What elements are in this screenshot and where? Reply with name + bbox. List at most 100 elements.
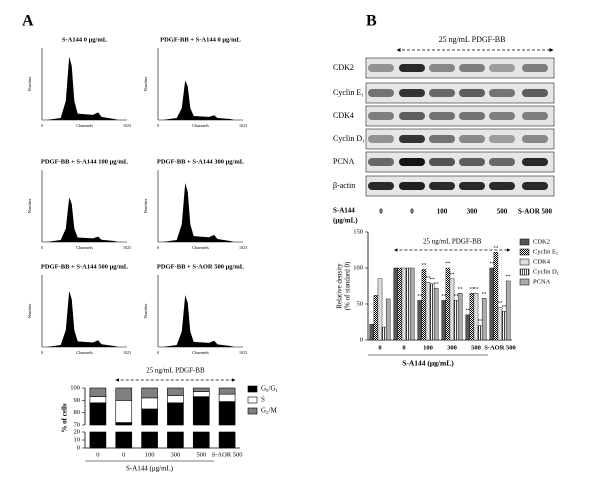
bar — [469, 293, 475, 341]
x-tick-label: 1023 — [239, 350, 247, 355]
legend-swatch — [519, 278, 530, 286]
blot-band — [429, 64, 455, 72]
bar-segment — [115, 387, 133, 401]
blot-band — [399, 135, 425, 143]
significance-label: ** — [458, 287, 464, 292]
blot-band — [522, 158, 548, 166]
significance-label: ** — [445, 262, 451, 267]
panel-label: B — [366, 13, 377, 30]
x-tick-label: 1023 — [239, 123, 247, 128]
blot-band — [399, 89, 425, 97]
bar — [501, 311, 507, 341]
x-tick-label: 500 — [471, 344, 481, 351]
x-tick-label: 0 — [41, 245, 43, 250]
legend-label: G₀/G₁ — [261, 385, 278, 393]
bar-segment — [89, 396, 107, 404]
bar — [457, 293, 463, 341]
legend-label: G₂/M — [261, 407, 277, 415]
bar-segment — [141, 431, 158, 449]
bar-segment — [89, 431, 107, 449]
x-tick-label: S-AOR 500 — [484, 344, 516, 351]
significance-label: ** — [474, 287, 480, 292]
blot-band — [459, 158, 485, 166]
axis-title: Number — [143, 76, 148, 91]
bar-segment — [167, 402, 184, 426]
significance-label: ** — [417, 295, 423, 300]
bar — [465, 314, 471, 341]
blot-band — [399, 64, 425, 72]
blot-band — [429, 158, 455, 166]
axis-title: Number — [27, 198, 32, 213]
histogram-title: PDGF-BB + S-A144 300 μg/mL — [157, 158, 245, 165]
x-tick-label: 0 — [402, 344, 405, 351]
legend-label: Cyclin D₁ — [533, 268, 559, 275]
bar-segment — [141, 397, 158, 410]
histogram-title: PDGF-BB + S-AOR 500 μg/mL — [157, 263, 245, 270]
x-tick-label: 100 — [145, 451, 155, 458]
x-tick-label: 0 — [157, 245, 159, 250]
blot-band — [489, 158, 515, 166]
blot-band — [399, 182, 425, 190]
axis-title: Channels — [76, 350, 93, 355]
blot-row-label: β-actin — [333, 181, 355, 190]
lane-label: 0 — [379, 208, 383, 216]
significance-label: ** — [434, 282, 440, 287]
histogram-title: PDGF-BB + S-A144 500 μg/mL — [41, 263, 129, 270]
bar-segment — [89, 387, 107, 397]
blot-band — [489, 135, 515, 143]
bar — [497, 307, 503, 341]
blot-band — [459, 182, 485, 190]
axis-title: Number — [143, 303, 148, 318]
axis-title: (% of standard 0) — [344, 261, 352, 310]
legend-label: S — [261, 396, 265, 404]
histogram-title: S-A144 0 μg/mL — [62, 36, 108, 43]
x-tick-label: 0 — [41, 350, 43, 355]
legend-swatch — [247, 396, 258, 404]
blot-band — [522, 89, 548, 97]
axis-title: Relative density — [336, 263, 344, 309]
bar — [377, 278, 383, 341]
blot-row-label: CDK2 — [333, 63, 354, 72]
blot-band — [459, 112, 485, 120]
blot-band — [368, 64, 394, 72]
bar — [449, 278, 455, 341]
blot-row-label: Cyclin E₁ — [333, 88, 364, 97]
bar — [405, 267, 411, 341]
bar — [385, 298, 391, 341]
x-tick-label: 1023 — [239, 245, 247, 250]
x-tick-label: S-AOR 500 — [212, 451, 243, 458]
bar — [489, 267, 495, 341]
x-tick-label: 0 — [378, 344, 381, 351]
y-tick-label: 100 — [70, 384, 80, 391]
blot-band — [522, 64, 548, 72]
significance-label: ** — [502, 305, 508, 310]
blot-band — [522, 135, 548, 143]
axis-title: Channels — [76, 123, 93, 128]
significance-label: ** — [493, 246, 499, 251]
bar-segment — [192, 387, 210, 392]
bar — [445, 267, 451, 341]
lane-label: 300 — [467, 208, 478, 216]
bar — [369, 323, 375, 341]
y-tick-label: 10 — [74, 436, 81, 443]
blot-band — [522, 112, 548, 120]
blot-band — [368, 182, 394, 190]
bar-segment — [167, 387, 184, 396]
lane-label: 100 — [437, 208, 448, 216]
legend-label: Cyclin E₁ — [533, 248, 558, 255]
legend-label: CDK2 — [533, 238, 550, 245]
bar — [409, 267, 415, 341]
annotation: 25 ng/mL PDGF-BB — [423, 238, 482, 246]
legend-swatch — [519, 258, 530, 266]
blot-band — [489, 64, 515, 72]
bar-segment — [141, 408, 158, 426]
legend-label: CDK4 — [533, 258, 551, 265]
bar-segment — [192, 391, 210, 397]
significance-label: ** — [441, 295, 447, 300]
blot-band — [459, 64, 485, 72]
annotation: 25 ng/mL PDGF-BB — [146, 367, 205, 375]
blot-band — [399, 112, 425, 120]
axis-title: Number — [27, 303, 32, 318]
x-tick-label: 100 — [423, 344, 433, 351]
